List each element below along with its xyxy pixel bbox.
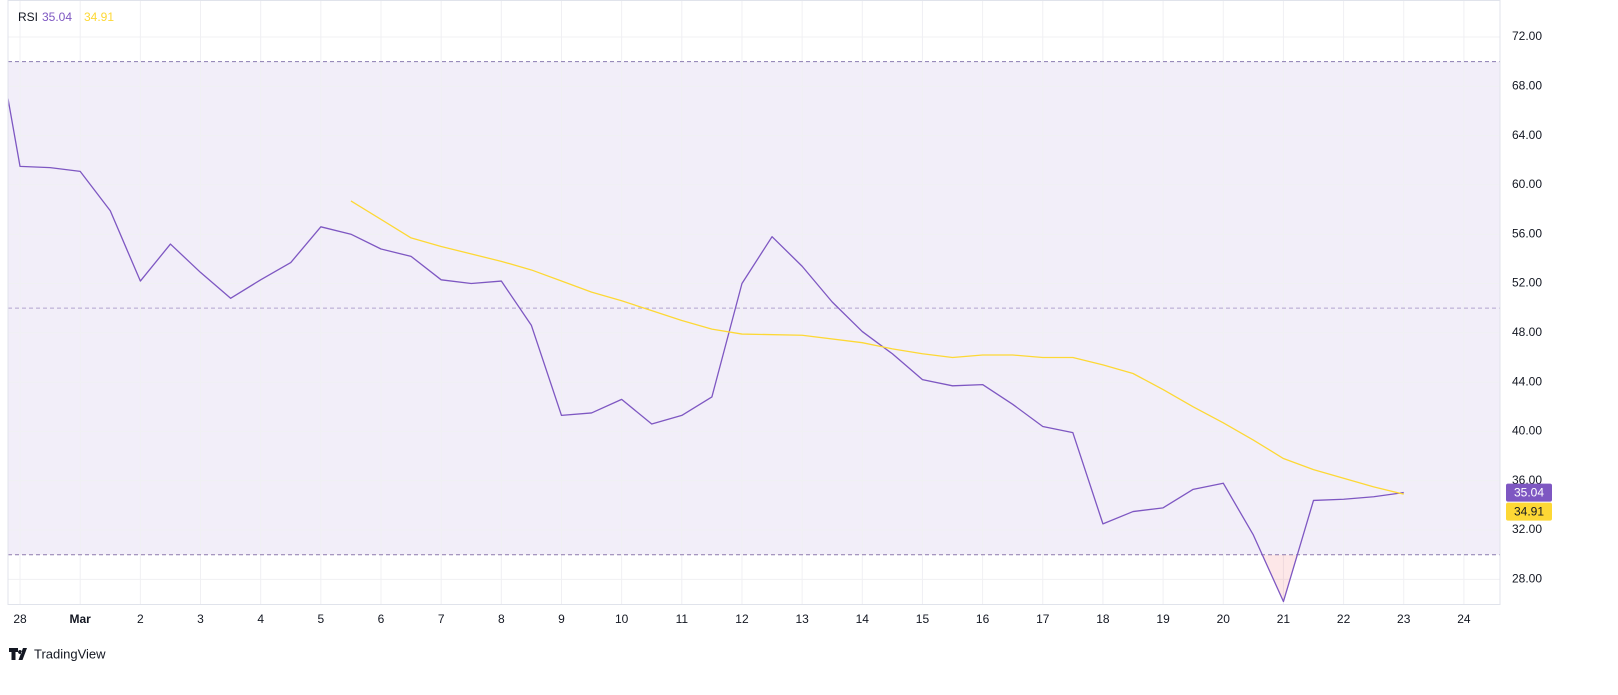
legend-value: 35.04 (42, 10, 72, 24)
brand-name: TradingView (34, 646, 106, 661)
y-tick-label: 40.00 (1512, 424, 1542, 438)
y-tick-label: 44.00 (1512, 374, 1542, 388)
plot-area (8, 0, 1500, 604)
x-tick-label: 7 (438, 612, 445, 626)
x-tick-label: 19 (1156, 612, 1170, 626)
price-label-bg (1506, 483, 1552, 502)
y-tick-label: 32.00 (1512, 522, 1542, 536)
y-tick-label: 48.00 (1512, 325, 1542, 339)
y-tick-label: 72.00 (1512, 29, 1542, 43)
indicator-name: RSI (18, 10, 38, 24)
x-tick-label: 21 (1277, 612, 1291, 626)
plot-frame (7, 0, 1501, 605)
x-tick-label: 24 (1457, 612, 1471, 626)
x-tick-label: 23 (1397, 612, 1411, 626)
y-tick-label: 28.00 (1512, 572, 1542, 586)
x-tick-label: 6 (378, 612, 385, 626)
y-tick-label: 64.00 (1512, 128, 1542, 142)
x-tick-label: 28 (13, 612, 27, 626)
x-tick-label: 9 (558, 612, 565, 626)
x-tick-label: 20 (1217, 612, 1231, 626)
x-tick-label: 15 (916, 612, 930, 626)
price-label: 35.04 (1514, 486, 1544, 500)
x-tick-label: 14 (856, 612, 870, 626)
series-line (350, 200, 1404, 495)
x-tick-label: 16 (976, 612, 990, 626)
series-line (8, 98, 1404, 603)
x-tick-label: 11 (676, 612, 689, 626)
price-label-bg (1506, 502, 1552, 521)
x-tick-label: 3 (197, 612, 204, 626)
x-tick-label: 5 (317, 612, 324, 626)
x-tick-label: 10 (615, 612, 629, 626)
brand-logo (9, 648, 27, 660)
x-tick-label: 12 (735, 612, 749, 626)
y-tick-label: 52.00 (1512, 276, 1542, 290)
x-tick-label: 22 (1337, 612, 1351, 626)
x-tick-label: 8 (498, 612, 505, 626)
legend-value: 34.91 (84, 10, 114, 24)
x-tick-label: 17 (1036, 612, 1050, 626)
x-tick-label: 18 (1096, 612, 1110, 626)
x-tick-label: 13 (795, 612, 809, 626)
x-tick-label: 2 (137, 612, 144, 626)
y-tick-label: 56.00 (1512, 226, 1542, 240)
x-tick-label: Mar (70, 612, 92, 626)
y-tick-label: 36.00 (1512, 473, 1542, 487)
y-tick-label: 60.00 (1512, 177, 1542, 191)
price-label: 34.91 (1514, 505, 1544, 519)
x-tick-label: 4 (257, 612, 264, 626)
y-tick-label: 68.00 (1512, 78, 1542, 92)
